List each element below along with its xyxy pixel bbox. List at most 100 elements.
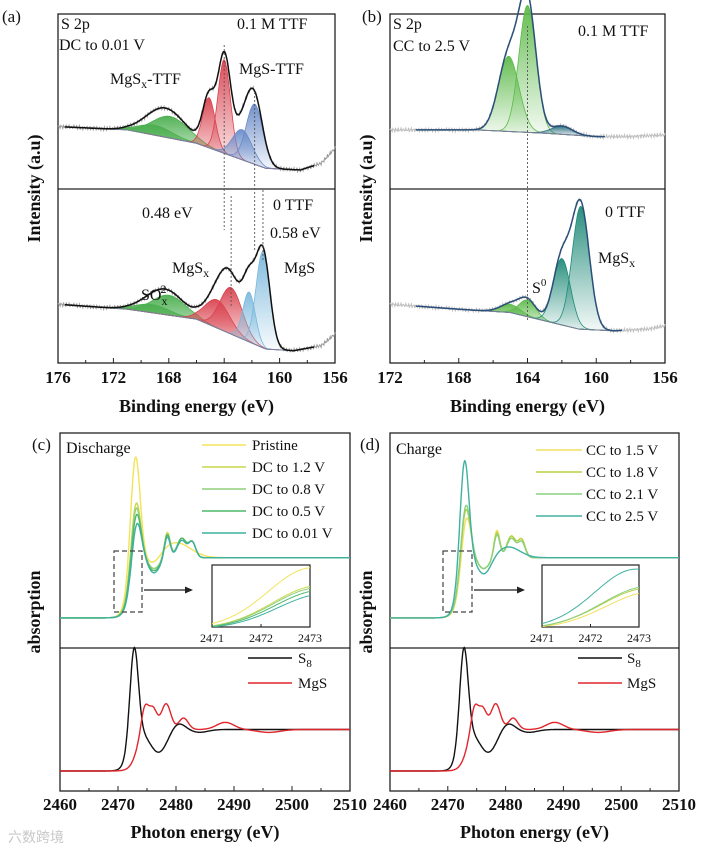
panel-d-inset-tick-label: 2472	[579, 631, 603, 645]
legend-label-main: S	[298, 651, 306, 667]
bottom-condition-label: 0 TTF	[605, 204, 645, 221]
panel-c-inset-series-line	[212, 588, 310, 627]
shift-058-label: 0.58 eV	[270, 225, 321, 242]
panel-a-fit-envelope	[64, 50, 315, 171]
panel-c-x-tick-label: 2500	[275, 795, 309, 814]
panel-d-inset-tick-label: 2471	[530, 631, 554, 645]
panel-c-legend-label: DC to 0.01 V	[252, 526, 333, 542]
panel-b-annotations: (b) S 2p CC to 2.5 V 0.1 M TTF 0 TTF MgS…	[362, 7, 648, 297]
watermark: 六数跨境	[8, 830, 64, 846]
legend-label-main: MgS	[298, 676, 327, 692]
panel-c-x-tick-label: 2490	[217, 795, 251, 814]
panel-d-x-tick-label: 2480	[489, 795, 523, 814]
top-condition-label: 0.1 M TTF	[237, 16, 307, 33]
panel-c-y-axis-label: absorption	[24, 570, 44, 653]
panel-d-legend-label: CC to 2.5 V	[586, 509, 658, 525]
panel-c-legend-label: S8	[298, 651, 312, 670]
panel-d-series-line	[390, 703, 679, 772]
panel-d-inset-curves	[542, 568, 639, 627]
panel-b-fit-envelope	[415, 198, 622, 332]
panel-c-x-tick-label: 2470	[101, 795, 135, 814]
sox-label: SOx2-	[141, 282, 170, 308]
panel-d-x-tick-label: 2510	[662, 795, 696, 814]
panel-c-x-axis-label: Photon energy (eV)	[131, 822, 280, 843]
panel-b-x-tick-label: 172	[377, 368, 403, 387]
panel-d-inset-series-line	[542, 568, 639, 625]
panel-c-inset-tick-label: 2471	[200, 631, 224, 645]
panel-d-legend-label: S8	[627, 651, 641, 670]
panel-a-x-tick-label: 160	[267, 368, 293, 387]
legend-label-main: MgS	[627, 676, 656, 692]
panel-d-inset-series-line	[542, 586, 639, 627]
panel-d-inset-series-line	[542, 592, 639, 627]
panel-d-x-tick-label: 2470	[431, 795, 465, 814]
charge-title: Charge	[396, 441, 442, 458]
panel-b-x-tick-label: 160	[584, 368, 610, 387]
panel-a-y-axis-label: Intensity (a.u)	[24, 134, 45, 242]
panel-cd-annotations: (c) Discharge (d) Charge	[32, 435, 442, 458]
panel-d-label: (d)	[360, 435, 380, 454]
panel-c-legend-label: MgS	[298, 676, 327, 692]
panel-b-label: (b)	[362, 7, 382, 26]
panel-a-x-tick-label: 168	[156, 368, 182, 387]
core-level-label: S 2p	[393, 16, 422, 33]
mgs-ttf-label: MgS-TTF	[239, 61, 304, 78]
panel-a-x-tick-label: 164	[211, 368, 237, 387]
mgsx-label: MgSx	[172, 260, 209, 280]
panel-c-x-tick-label: 2510	[333, 795, 367, 814]
s0-label: S0	[532, 277, 547, 297]
legend-label-main: S	[627, 651, 635, 667]
panel-c-inset-series-line	[212, 590, 310, 627]
panel-d-x-tick-label: 2460	[373, 795, 407, 814]
panel-c-legend-label: DC to 0.8 V	[252, 482, 325, 498]
panel-d-series-line	[390, 459, 679, 619]
panel-d-inset-tick-label: 2473	[627, 631, 651, 645]
panel-c-legend-label: Pristine	[252, 438, 298, 454]
state-label: CC to 2.5 V	[393, 38, 471, 55]
panel-c-legend-label: DC to 1.2 V	[252, 460, 325, 476]
panel-d-x-tick-label: 2500	[604, 795, 638, 814]
panel-a-fit-envelope	[64, 244, 315, 352]
shift-048-label: 0.48 eV	[142, 205, 193, 222]
mgsx-ttf-label: MgSx-TTF	[110, 71, 181, 91]
panel-d-x-axis-label: Photon energy (eV)	[460, 822, 609, 843]
panel-d-arrow-head-icon	[517, 586, 525, 594]
panel-b-x-tick-label: 168	[446, 368, 472, 387]
panel-c-x-tick-label: 2460	[43, 795, 77, 814]
panel-b-x-axis-label: Binding energy (eV)	[450, 396, 605, 417]
panel-c-inset-series-line	[212, 567, 310, 625]
panel-c-x-tick-label: 2480	[159, 795, 193, 814]
panel-d-x-tick-label: 2490	[546, 795, 580, 814]
legend-label-sub: 8	[635, 658, 641, 670]
panel-c-label: (c)	[32, 435, 51, 454]
panel-b-x-tick-label: 156	[652, 368, 678, 387]
panel-a-x-tick-label: 176	[45, 368, 71, 387]
panel-b-x-tick-label: 164	[515, 368, 541, 387]
panel-a-x-axis-label: Binding energy (eV)	[119, 396, 274, 417]
bottom-condition-label: 0 TTF	[273, 197, 313, 214]
panel-a-x-tick-label: 156	[322, 368, 348, 387]
panel-d-legend-label: CC to 1.5 V	[586, 443, 658, 459]
mgsx-label: MgSx	[598, 250, 635, 270]
panel-a-x-tick-label: 172	[101, 368, 127, 387]
panel-b-y-axis-label: Intensity (a.u)	[356, 134, 377, 242]
state-label: DC to 0.01 V	[59, 37, 145, 54]
panel-c-legend-label: DC to 0.5 V	[252, 504, 325, 520]
panel-d-zoom-region-box	[442, 550, 473, 613]
panel-c-arrow-head-icon	[185, 586, 193, 594]
panel-c-inset-tick-label: 2472	[249, 631, 273, 645]
panel-c-inset-series-line	[212, 595, 310, 627]
panel-c-inset-tick-label: 2473	[298, 631, 322, 645]
discharge-title: Discharge	[66, 440, 131, 457]
panel-c-inset-curves	[212, 567, 310, 627]
panel-b-fit-envelope	[415, 0, 605, 138]
core-level-label: S 2p	[61, 16, 90, 33]
panel-d-legend-label: CC to 2.1 V	[586, 487, 658, 503]
panel-a-label: (a)	[2, 7, 21, 26]
panel-c-zoom-region-box	[113, 550, 143, 613]
panel-a-annotations: (a) S 2p DC to 0.01 V 0.1 M TTF MgSx-TTF…	[2, 7, 321, 308]
panel-d-y-axis-label: absorption	[356, 570, 376, 653]
panel-d-legend-label: CC to 1.8 V	[586, 465, 658, 481]
